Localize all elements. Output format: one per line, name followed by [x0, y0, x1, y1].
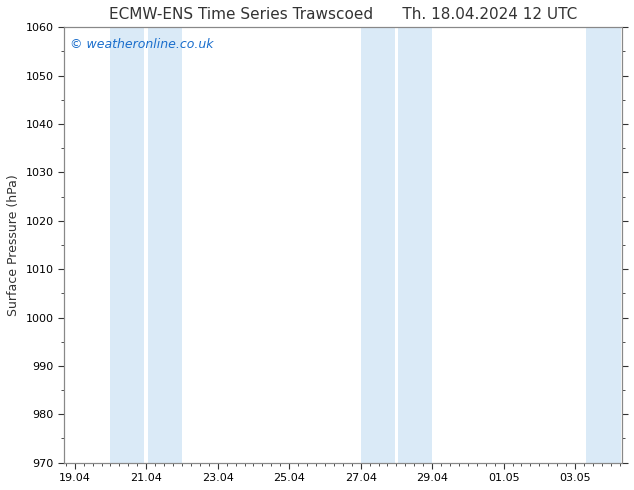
Bar — [586, 27, 621, 463]
Y-axis label: Surface Pressure (hPa): Surface Pressure (hPa) — [7, 174, 20, 316]
Bar — [148, 27, 182, 463]
Bar — [361, 27, 394, 463]
Title: ECMW-ENS Time Series Trawscoed      Th. 18.04.2024 12 UTC: ECMW-ENS Time Series Trawscoed Th. 18.04… — [108, 7, 577, 22]
Bar — [398, 27, 432, 463]
Bar — [110, 27, 145, 463]
Text: © weatheronline.co.uk: © weatheronline.co.uk — [70, 38, 213, 51]
